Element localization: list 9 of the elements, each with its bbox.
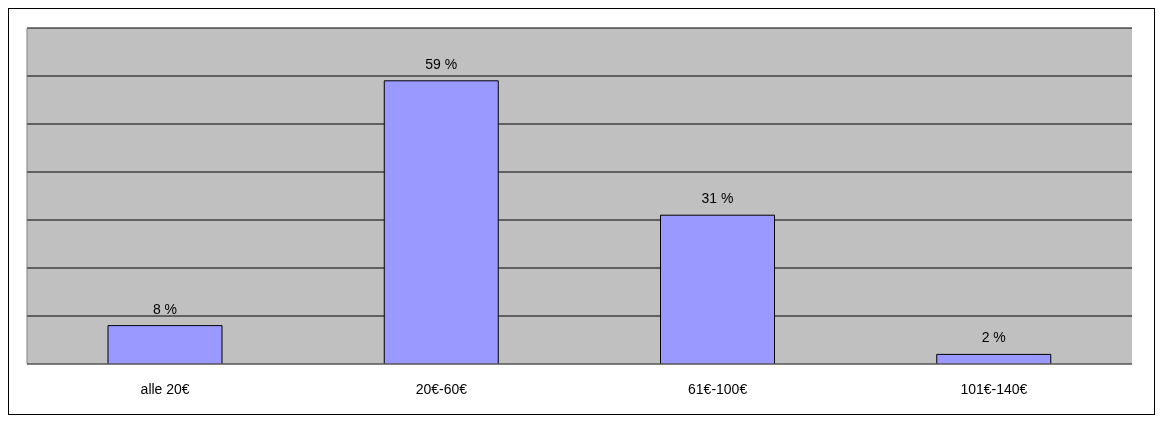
bar — [107, 325, 223, 364]
data-label: 31 % — [701, 190, 734, 207]
data-label: 2 % — [981, 329, 1006, 346]
x-tick-label: 20€-60€ — [415, 380, 468, 397]
x-tick-label: alle 20€ — [140, 380, 190, 397]
data-label: 8 % — [152, 300, 178, 317]
x-tick-label: 101€-140€ — [960, 380, 1028, 397]
data-label: 59 % — [425, 55, 458, 72]
x-tick-label: 61€-100€ — [688, 380, 748, 397]
